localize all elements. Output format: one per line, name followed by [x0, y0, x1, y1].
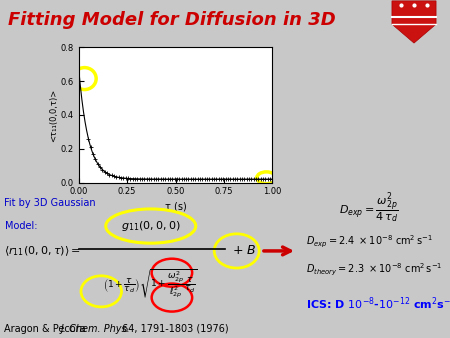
Text: J. Chem. Phys.: J. Chem. Phys.: [61, 324, 130, 334]
Text: Aragon & Pecora: Aragon & Pecora: [4, 324, 89, 334]
Text: $\left(1+\dfrac{\tau}{\tau_d}\right)\sqrt{1+\dfrac{\omega_{2p}^2}{\ell_{2p}^2}\d: $\left(1+\dfrac{\tau}{\tau_d}\right)\sqr…: [104, 267, 198, 300]
Text: $D_{exp} = \dfrac{\omega_{2p}^2}{4\,\tau_d}$: $D_{exp} = \dfrac{\omega_{2p}^2}{4\,\tau…: [339, 192, 399, 226]
Y-axis label: <τ₁₁(0,0,τ)>: <τ₁₁(0,0,τ)>: [49, 88, 58, 142]
Text: Fitting Model for Diffusion in 3D: Fitting Model for Diffusion in 3D: [8, 11, 335, 29]
Text: $\langle r_{11}(0,0,\tau)\rangle =$: $\langle r_{11}(0,0,\tau)\rangle =$: [4, 244, 81, 258]
Text: $D_{theory} = 2.3\ \times 10^{-8}\ \mathrm{cm^2\,s^{-1}}$: $D_{theory} = 2.3\ \times 10^{-8}\ \math…: [306, 262, 442, 278]
Text: $+\ B$: $+\ B$: [232, 244, 256, 258]
Text: 64, 1791-1803 (1976): 64, 1791-1803 (1976): [119, 324, 229, 334]
PathPatch shape: [392, 1, 436, 43]
Text: Fit by 3D Gaussian: Fit by 3D Gaussian: [4, 198, 96, 208]
Text: $D_{exp} = 2.4\ \times 10^{-8}\ \mathrm{cm^2\,s^{-1}}$: $D_{exp} = 2.4\ \times 10^{-8}\ \mathrm{…: [306, 234, 433, 250]
Text: Model:: Model:: [4, 221, 37, 232]
X-axis label: τ (s): τ (s): [165, 202, 186, 212]
Text: ICS: D $10^{-8}$-$10^{-12}$ cm$^2$s$^{-1}$: ICS: D $10^{-8}$-$10^{-12}$ cm$^2$s$^{-1…: [306, 295, 450, 312]
Text: $g_{11}(0,0,0)$: $g_{11}(0,0,0)$: [121, 219, 180, 233]
